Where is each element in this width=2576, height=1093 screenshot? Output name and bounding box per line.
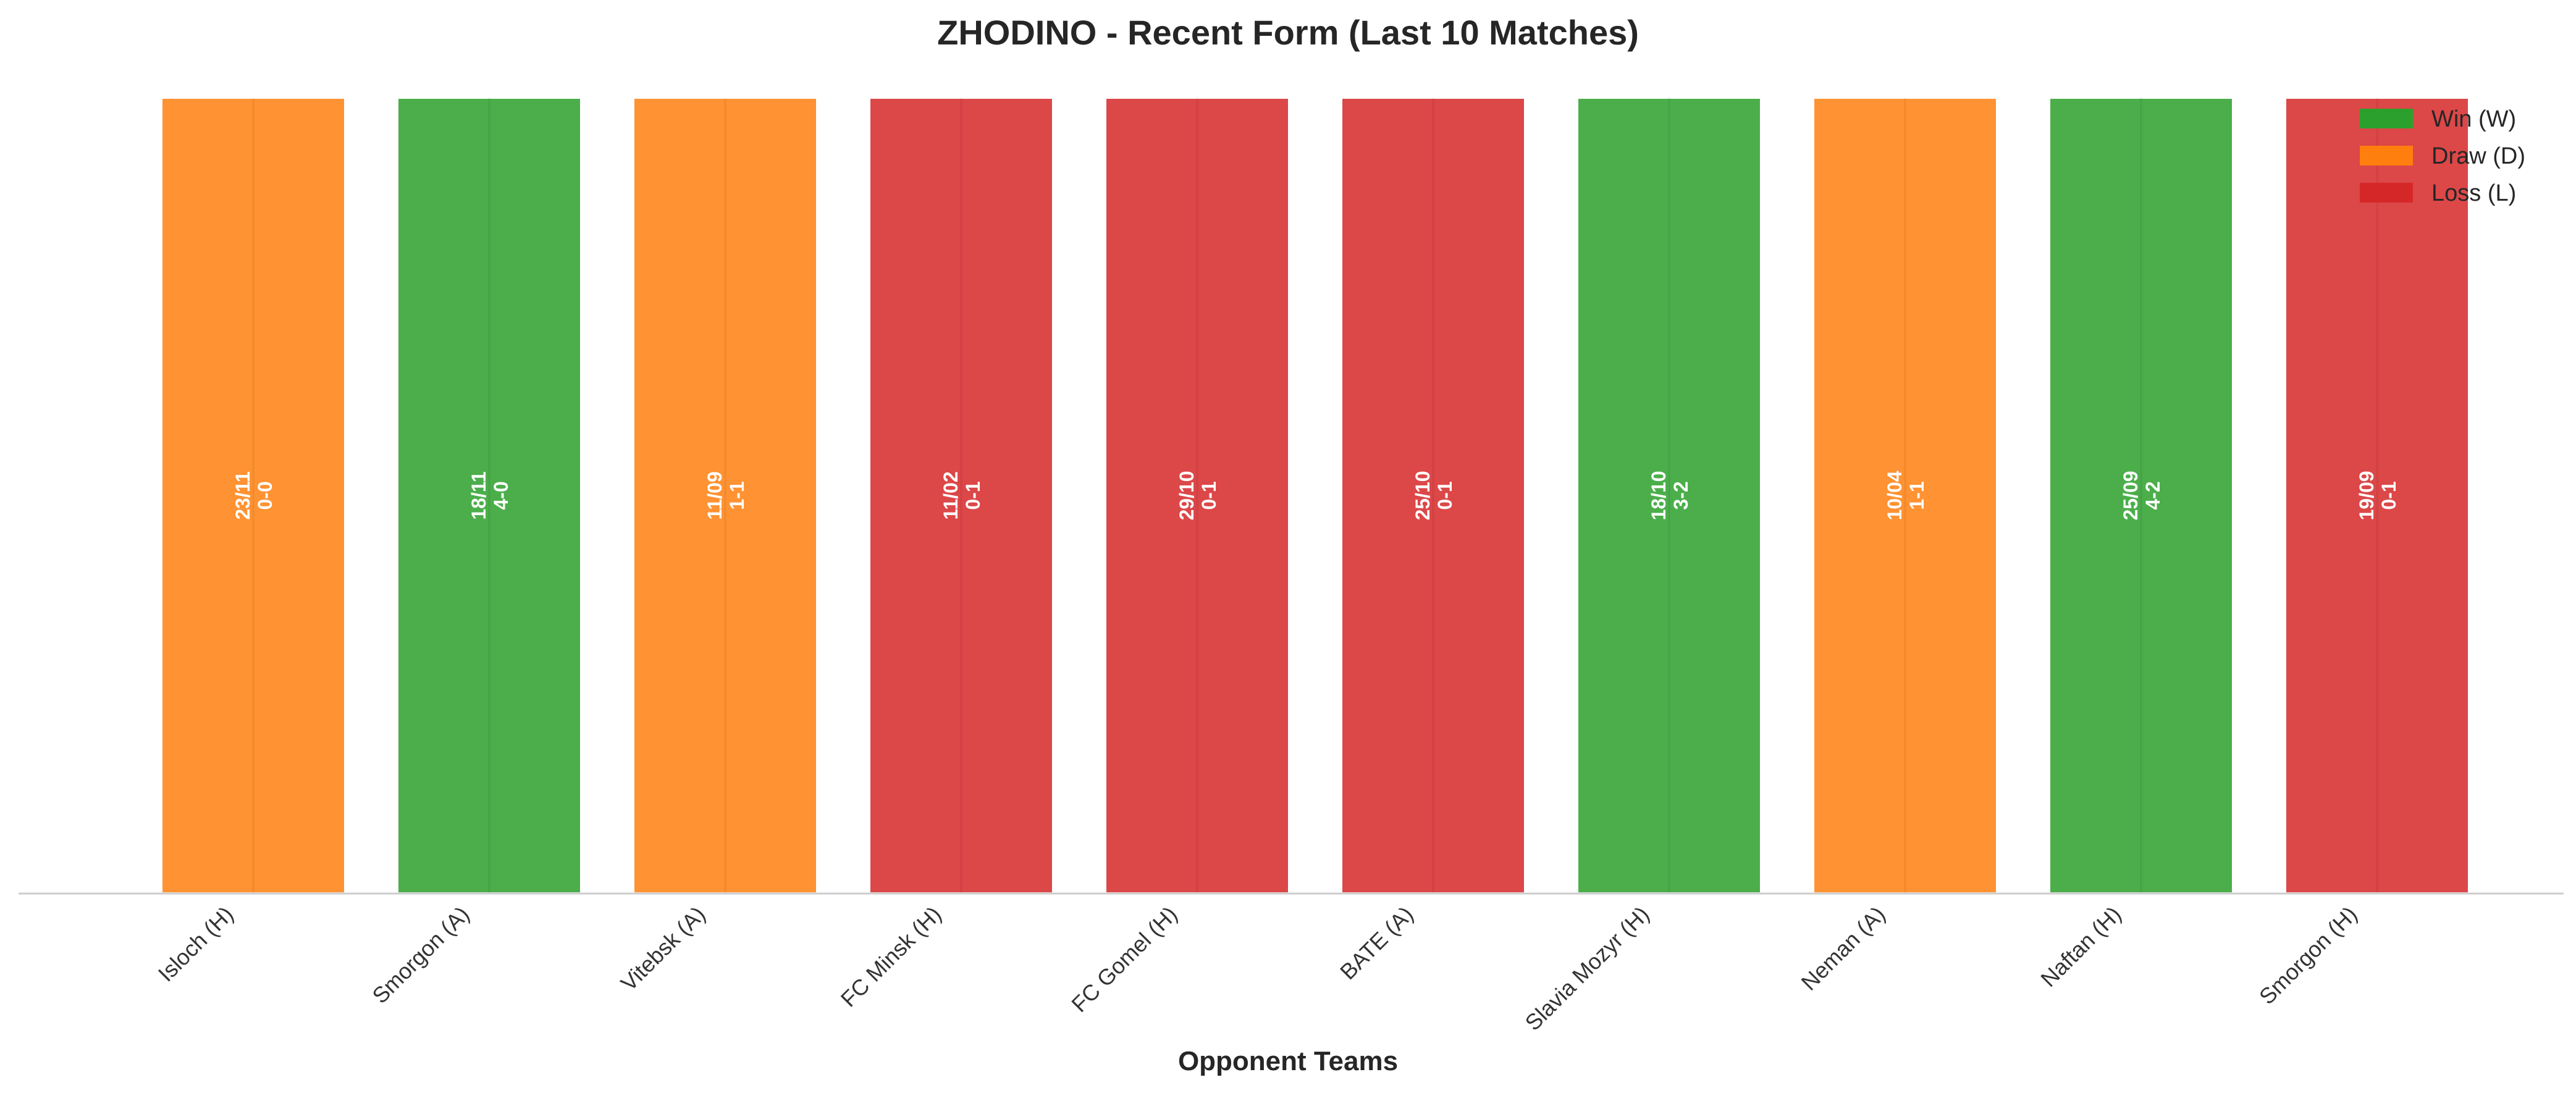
x-tick-labels: Isloch (H) Smorgon (A) Vitebsk (A) FC Minsk… <box>153 902 2362 1036</box>
x-tick-label: Smorgon (H) <box>2254 902 2362 1010</box>
bar-score: 0-1 <box>2378 481 2400 509</box>
bar-score: 0-1 <box>962 481 984 509</box>
legend-label: Draw (D) <box>2431 143 2525 169</box>
bar-label: 11/091-1 <box>704 471 748 519</box>
bar-score: 0-1 <box>1198 481 1220 509</box>
bar-label: 25/094-2 <box>2119 471 2164 520</box>
bar-3 <box>632 96 819 895</box>
bar-date: 23/11 <box>232 471 254 519</box>
x-tick-label: FC Gomel (H) <box>1066 902 1182 1017</box>
bar-date: 10/04 <box>1884 471 1906 520</box>
bar-7 <box>1576 96 1762 895</box>
legend-swatch-w <box>2360 109 2413 128</box>
bar-date: 11/02 <box>940 471 962 519</box>
x-tick-label: Slavia Mozyr (H) <box>1520 902 1654 1036</box>
bar-date: 25/10 <box>1412 471 1434 520</box>
bar-score: 1-1 <box>1906 481 1928 509</box>
bar-label: 29/100-1 <box>1176 471 1220 520</box>
bar-date: 25/09 <box>2119 471 2142 520</box>
bar-date: 29/10 <box>1176 471 1198 520</box>
bar-label: 19/090-1 <box>2355 471 2400 520</box>
x-tick-label: Isloch (H) <box>153 902 238 987</box>
bar-4 <box>868 96 1054 895</box>
bar-score: 4-2 <box>2142 481 2164 509</box>
bar-score: 1-1 <box>726 481 748 509</box>
bar-10 <box>2284 96 2470 895</box>
bar-label: 18/103-2 <box>1648 471 1692 520</box>
bar-score: 0-1 <box>1434 481 1456 509</box>
bar-score: 0-0 <box>254 481 276 509</box>
x-tick-label: Naftan (H) <box>2035 902 2126 992</box>
legend-label: Win (W) <box>2431 106 2516 132</box>
bar-label: 18/114-0 <box>468 471 512 519</box>
legend-swatch-l <box>2360 183 2413 203</box>
x-tick-label: Vitebsk (A) <box>616 902 710 996</box>
legend-label: Loss (L) <box>2431 180 2516 206</box>
bar-5 <box>1104 96 1290 895</box>
legend: Win (W) Draw (D) Loss (L) <box>2360 106 2525 206</box>
bar-date: 11/09 <box>704 471 726 519</box>
legend-swatch-d <box>2360 146 2413 165</box>
x-tick-label: BATE (A) <box>1335 902 1418 985</box>
x-axis-label: Opponent Teams <box>1178 1046 1398 1076</box>
bar-1 <box>160 96 347 895</box>
x-tick-label: Neman (A) <box>1796 902 1890 995</box>
bar-2 <box>396 96 583 895</box>
bar-score: 4-0 <box>490 481 512 509</box>
bar-label: 23/110-0 <box>232 471 276 519</box>
bars-group: 23/110-0 18/114-0 11/091-1 11/020-1 29/100-1… <box>160 96 2470 895</box>
bar-date: 19/09 <box>2355 471 2378 520</box>
chart-title: ZHODINO - Recent Form (Last 10 Matches) <box>937 13 1639 52</box>
bar-date: 18/10 <box>1648 471 1670 520</box>
x-tick-label: FC Minsk (H) <box>836 902 946 1012</box>
bar-score: 3-2 <box>1670 481 1692 509</box>
x-tick-label: Smorgon (A) <box>367 902 474 1008</box>
bar-label: 25/100-1 <box>1412 471 1456 520</box>
bar-date: 18/11 <box>468 471 490 519</box>
bar-label: 11/020-1 <box>940 471 984 519</box>
bar-6 <box>1340 96 1526 895</box>
bar-label: 10/041-1 <box>1884 471 1928 520</box>
